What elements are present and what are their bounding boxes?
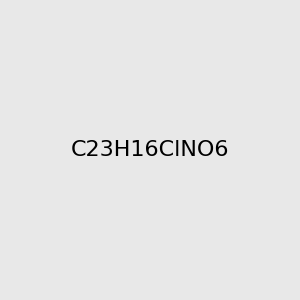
Text: C23H16ClNO6: C23H16ClNO6 bbox=[71, 140, 229, 160]
